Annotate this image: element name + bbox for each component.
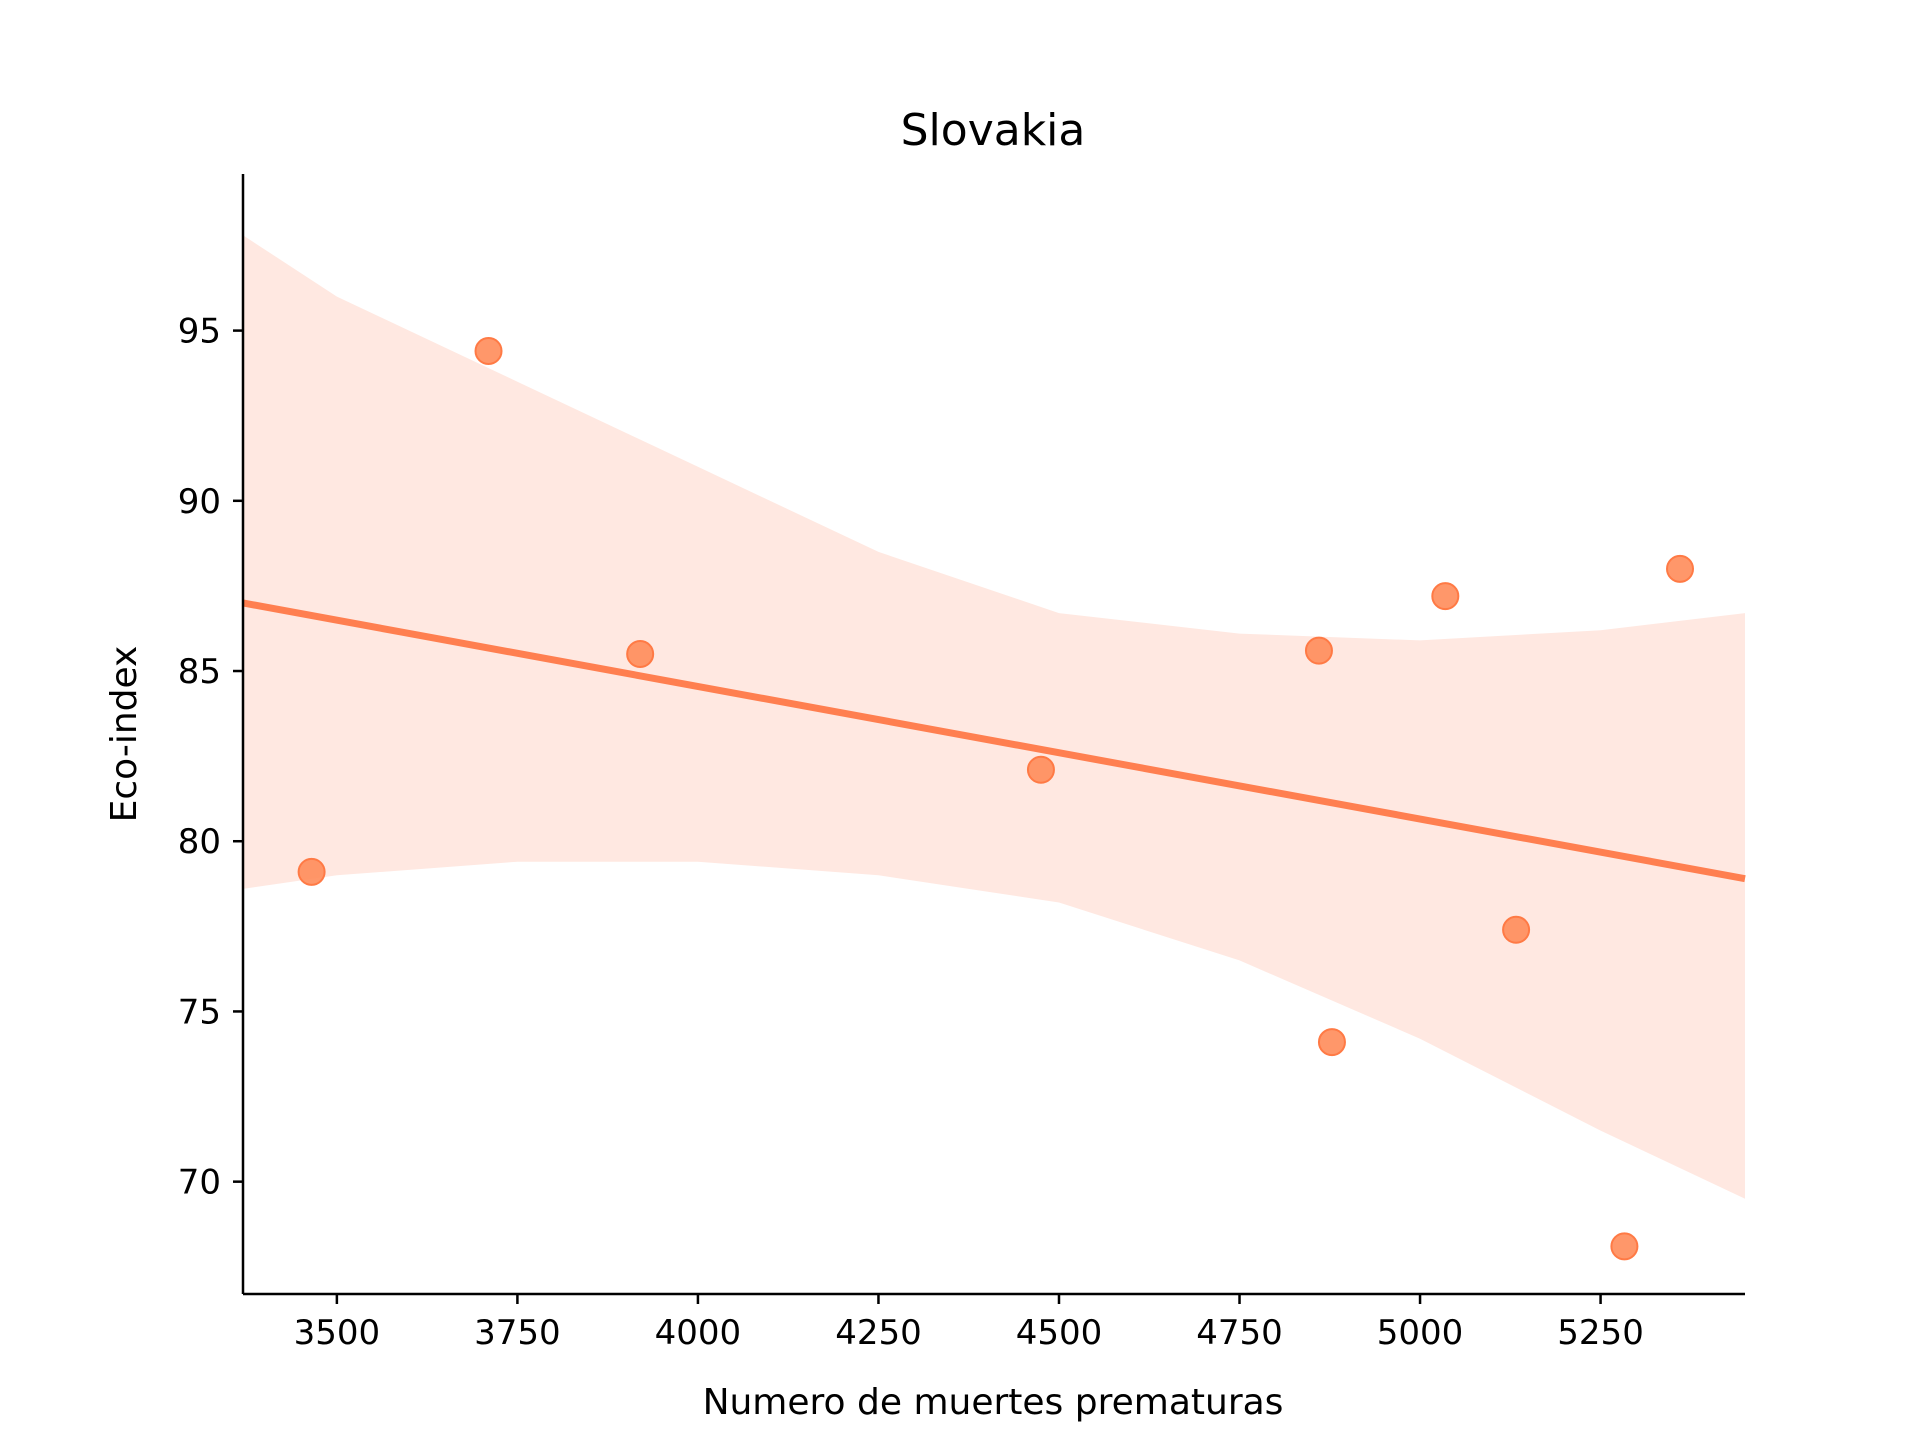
y-axis-label: Eco-index [104, 646, 145, 823]
y-tick-label: 90 [178, 482, 221, 522]
confidence-band-layer [243, 235, 1745, 1199]
x-tick-label: 3500 [294, 1313, 381, 1353]
x-tick-label: 5250 [1557, 1313, 1644, 1353]
data-point [474, 337, 503, 366]
data-point [1502, 915, 1531, 944]
data-point [1610, 1232, 1639, 1261]
x-tick-label: 4750 [1196, 1313, 1283, 1353]
regression-line [242, 599, 1746, 883]
x-tick-label: 4000 [655, 1313, 742, 1353]
chart-title: Slovakia [901, 105, 1086, 156]
regression-line-layer [242, 599, 1746, 883]
y-tick-label: 95 [178, 312, 221, 352]
data-point [1317, 1028, 1346, 1057]
x-ticks-layer: 3500 3750 4000 4250 4500 4750 5000 5250 [294, 1294, 1644, 1353]
data-point [297, 857, 326, 886]
data-point [1304, 636, 1333, 665]
data-point [1026, 755, 1055, 784]
y-ticks-layer: 70 75 80 85 90 95 [178, 312, 243, 1203]
confidence-band [243, 235, 1745, 1199]
y-tick-label: 85 [178, 652, 221, 692]
axes-layer [241, 174, 1745, 1296]
x-tick-label: 3750 [474, 1313, 561, 1353]
y-tick-label: 70 [178, 1163, 221, 1203]
x-axis-label: Numero de muertes prematuras [703, 1382, 1284, 1423]
x-tick-label: 5000 [1377, 1313, 1464, 1353]
data-points-layer [297, 337, 1695, 1261]
x-tick-label: 4500 [1016, 1313, 1103, 1353]
y-tick-label: 75 [178, 992, 221, 1032]
y-tick-label: 80 [178, 822, 221, 862]
data-point [1431, 582, 1460, 611]
data-point [626, 640, 655, 668]
data-point [1666, 554, 1695, 583]
x-tick-label: 4250 [835, 1313, 922, 1353]
